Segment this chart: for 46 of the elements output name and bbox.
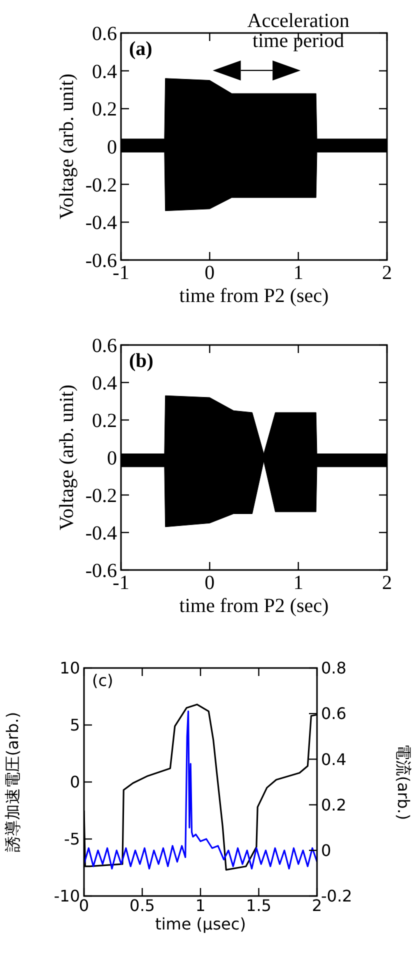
x-axis-title: time (μsec) <box>155 914 246 934</box>
x-tick-label: 2 <box>382 262 392 284</box>
y-axis-title: 誘導加速電圧(arb.) <box>3 712 22 852</box>
y-tick-label: 0.4 <box>92 60 117 83</box>
y2-tick-label: 0.8 <box>321 658 346 678</box>
y2-tick-label: 0 <box>321 841 332 860</box>
y-tick-label: -0.4 <box>85 522 117 544</box>
chart-title: (c) <box>92 671 114 690</box>
y-tick-label: 0.6 <box>92 335 117 357</box>
y-tick-label: -0.6 <box>85 560 117 582</box>
x-axis-title: time from P2 (sec) <box>179 595 329 617</box>
y2-tick-label: 0.2 <box>321 795 346 814</box>
y-tick-label: 0.4 <box>92 372 117 394</box>
annotation: Acceleration time period <box>247 10 350 52</box>
y2-tick-label: 0.4 <box>321 750 346 769</box>
chart-title: (b) <box>129 350 154 372</box>
x-tick-label: 1.5 <box>246 896 272 916</box>
x-tick-label: 0.5 <box>130 896 155 916</box>
y-tick-label: 0.6 <box>92 23 117 45</box>
y2-axis-title: 電流(arb.) <box>394 744 413 820</box>
y-axis-title: Voltage (arb. unit) <box>56 74 78 220</box>
x-tick-label: 1 <box>195 896 206 916</box>
x-tick-label: 1 <box>293 572 304 594</box>
x-axis-title: time from P2 (sec) <box>179 285 329 307</box>
y-tick-label: 0 <box>107 448 117 470</box>
y-tick-label: 10 <box>60 658 80 678</box>
y-tick-label: 0 <box>107 136 117 158</box>
y-tick-label: -0.2 <box>85 174 117 196</box>
y-tick-label: -10 <box>54 886 80 906</box>
y-tick-label: 0.2 <box>92 410 117 432</box>
y-tick-label: 0 <box>70 772 80 792</box>
chart-title: (a) <box>129 38 152 60</box>
y-tick-label: -0.2 <box>85 485 117 507</box>
y-tick-label: 0.2 <box>92 98 117 121</box>
x-tick-label: 2 <box>382 572 392 594</box>
y2-tick-label: -0.2 <box>321 886 352 906</box>
y-tick-label: -5 <box>64 830 80 849</box>
y-tick-label: 5 <box>70 716 80 735</box>
x-tick-label: 1 <box>293 262 304 284</box>
x-tick-label: 0 <box>204 262 215 284</box>
y-tick-label: -0.6 <box>85 250 117 272</box>
y-axis-title: Voltage (arb. unit) <box>56 384 78 530</box>
x-tick-label: 2 <box>312 896 322 916</box>
y-tick-label: -0.4 <box>85 212 117 234</box>
x-tick-label: 0 <box>204 572 215 594</box>
y2-tick-label: 0.6 <box>321 704 346 724</box>
